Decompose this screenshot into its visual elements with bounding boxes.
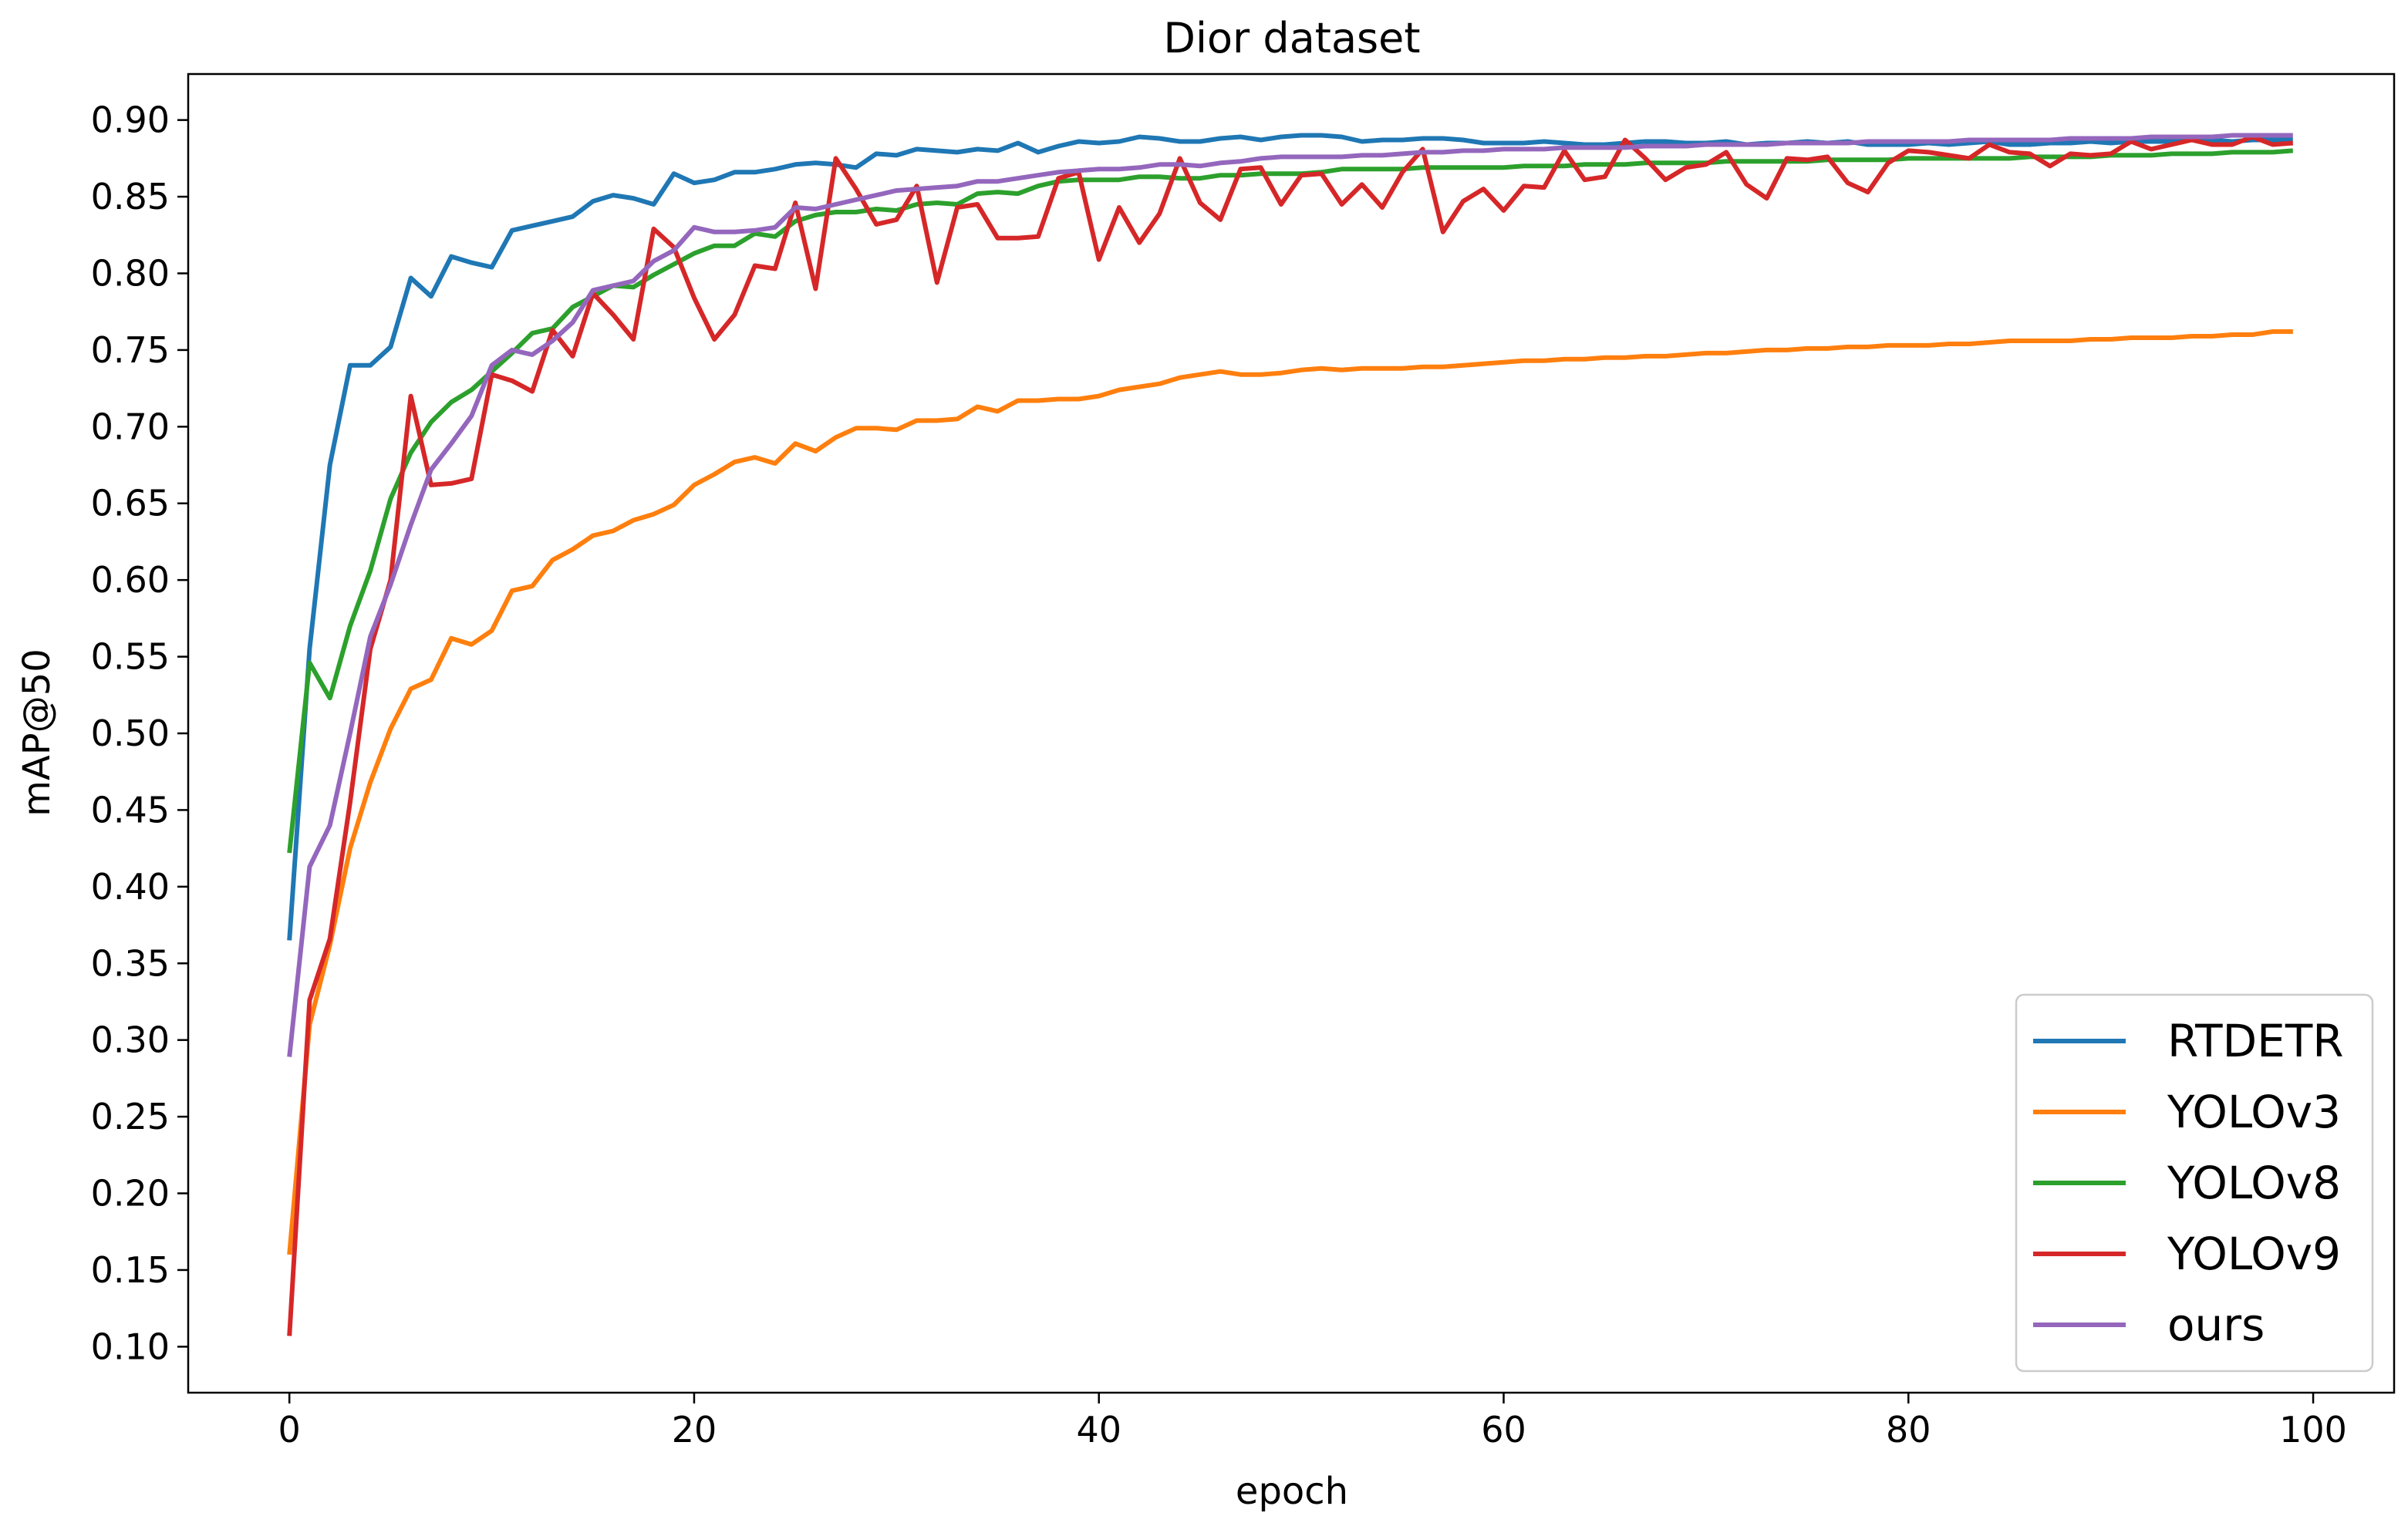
y-tick-label: 0.65 — [91, 483, 170, 524]
legend-box — [2015, 993, 2374, 1373]
y-tick-label: 0.50 — [91, 713, 170, 754]
y-tick-label: 0.85 — [91, 176, 170, 217]
x-tick-label: 40 — [1076, 1409, 1121, 1451]
series-line-ours — [287, 133, 2293, 1057]
series-layer — [287, 133, 2294, 1336]
y-tick-label: 0.10 — [91, 1326, 170, 1367]
y-tick-label: 0.80 — [91, 252, 170, 294]
y-tick-label: 0.60 — [91, 559, 170, 601]
x-tick-label: 60 — [1481, 1409, 1526, 1451]
y-tick-label: 0.75 — [91, 329, 170, 371]
x-axis-label: epoch — [1236, 1470, 1348, 1513]
chart-title: Dior dataset — [1163, 14, 1420, 62]
x-tick-label: 100 — [2279, 1409, 2347, 1451]
y-axis: 0.10 0.15 0.20 0.25 0.30 0.35 0.40 0.45 0.50 0.55… — [91, 99, 188, 1367]
y-tick-label: 0.90 — [91, 99, 170, 141]
y-tick-label: 0.40 — [91, 866, 170, 908]
legend-label: RTDETR — [2167, 1015, 2344, 1067]
x-axis: 0 20 40 60 80 100 — [278, 1393, 2347, 1451]
y-axis-label: mAP@50 — [15, 649, 59, 817]
legend: RTDETR YOLOv3 YOLOv8 YOLOv9 ours — [2015, 993, 2374, 1373]
y-tick-label: 0.35 — [91, 942, 170, 984]
y-tick-label: 0.45 — [91, 789, 170, 831]
y-tick-label: 0.25 — [91, 1096, 170, 1137]
y-tick-label: 0.70 — [91, 406, 170, 447]
legend-label: YOLOv8 — [2167, 1157, 2341, 1209]
series-line-yolov9 — [287, 134, 2294, 1336]
legend-label: ours — [2167, 1299, 2265, 1351]
series-line-rtdetr — [287, 133, 2293, 941]
y-tick-label: 0.15 — [91, 1249, 170, 1291]
x-tick-label: 20 — [672, 1409, 717, 1451]
y-tick-label: 0.30 — [91, 1019, 170, 1061]
legend-label: YOLOv9 — [2167, 1228, 2341, 1280]
x-tick-label: 80 — [1886, 1409, 1931, 1451]
series-line-yolov3 — [287, 329, 2293, 1255]
y-tick-label: 0.20 — [91, 1173, 170, 1215]
x-tick-label: 0 — [278, 1409, 301, 1451]
y-tick-label: 0.55 — [91, 636, 170, 678]
legend-label: YOLOv3 — [2167, 1086, 2341, 1138]
